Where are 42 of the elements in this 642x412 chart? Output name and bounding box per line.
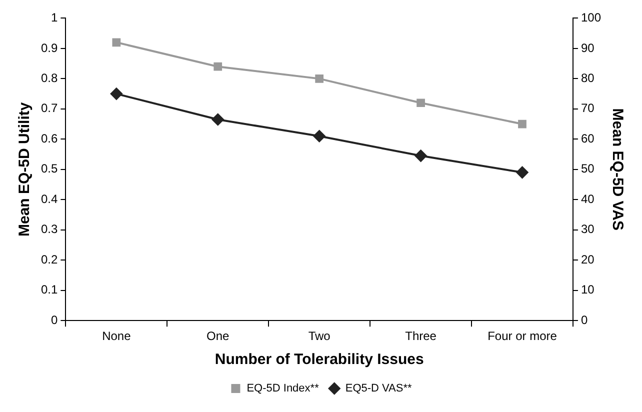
- y-tick-label: 0.8: [40, 70, 58, 85]
- y2-tick-label: 20: [580, 252, 595, 266]
- y2-axis-title: Mean EQ-5D VAS: [608, 108, 626, 231]
- point: [416, 98, 425, 108]
- y-tick-label: 0.6: [40, 131, 58, 146]
- x-tick-label: Four or more: [488, 329, 558, 344]
- point: [110, 88, 122, 100]
- y-axis-title: Mean EQ-5D Utility: [16, 102, 34, 236]
- y-tick-label: 0.3: [40, 222, 58, 236]
- y-tick-label: 0.2: [40, 252, 58, 266]
- y-tick-label: 1: [50, 10, 58, 25]
- y2-tick-label: 100: [580, 10, 602, 25]
- legend-label: EQ-5D Index**: [246, 382, 320, 395]
- point: [315, 74, 324, 83]
- y2-tick-label: 30: [580, 222, 595, 236]
- y2-tick-label: 50: [580, 162, 595, 176]
- legend-label: EQ5-D VAS**: [345, 382, 413, 395]
- x-tick-label: One: [206, 329, 230, 344]
- y2-tick-label: 0: [580, 312, 588, 327]
- x-tick-label: Two: [308, 329, 331, 344]
- y2-tick-label: 70: [580, 101, 595, 116]
- y-tick-label: 0.4: [40, 192, 58, 206]
- y-tick-label: 0.5: [40, 162, 58, 176]
- y2-tick-label: 40: [580, 192, 595, 206]
- point: [214, 62, 222, 71]
- point: [313, 130, 326, 142]
- point: [414, 150, 427, 162]
- y2-tick-label: 90: [580, 40, 595, 55]
- point: [516, 166, 528, 178]
- y2-tick-label: 10: [580, 282, 595, 297]
- x-tick-label: Three: [405, 329, 437, 344]
- x-axis-title: Number of Tolerability Issues: [214, 351, 424, 368]
- point: [518, 120, 526, 128]
- y2-tick-label: 80: [580, 70, 595, 85]
- x-tick-label: None: [102, 329, 132, 344]
- point: [212, 114, 224, 126]
- y2-tick-label: 60: [580, 131, 595, 146]
- point: [112, 38, 121, 47]
- y-tick-label: 0.9: [40, 40, 58, 55]
- y-tick-label: 0: [50, 312, 58, 327]
- y-tick-label: 0.1: [40, 282, 58, 297]
- y-tick-label: 0.7: [40, 101, 58, 116]
